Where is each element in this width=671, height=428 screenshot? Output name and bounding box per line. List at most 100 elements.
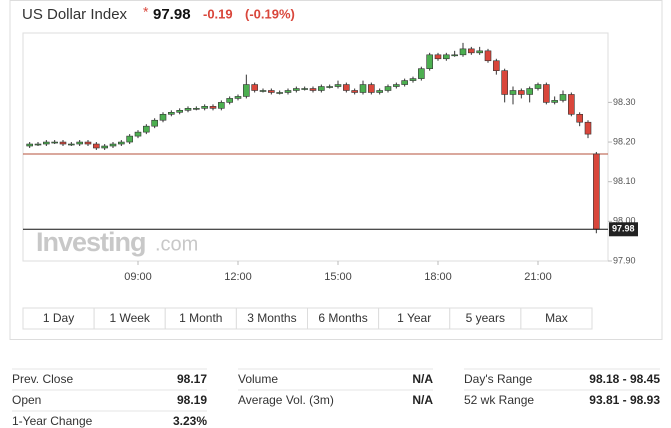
candle-body (326, 86, 333, 88)
candle-body (593, 153, 600, 230)
candle-body (518, 90, 525, 95)
candle-body (93, 143, 100, 149)
candle-body (26, 143, 33, 147)
y-tick-label: 97.90 (613, 255, 636, 265)
candle-body (209, 106, 217, 109)
range-button[interactable] (520, 307, 593, 330)
candle-body (84, 141, 92, 145)
x-tick-label: 15:00 (324, 271, 352, 283)
stat-label: Open (12, 393, 41, 407)
change: -0.19 (203, 6, 233, 21)
range-button-label[interactable]: 3 Months (247, 311, 296, 325)
candle-body (76, 141, 83, 145)
candle-body (268, 90, 275, 93)
candle-body (451, 54, 458, 57)
candle-body (476, 50, 483, 54)
candle-body (501, 70, 508, 95)
candle-body (584, 121, 592, 135)
range-button-label[interactable]: 1 Week (109, 311, 150, 325)
range-button-label[interactable]: Max (545, 311, 568, 325)
candle-body (101, 145, 108, 149)
candle-body (284, 90, 292, 93)
candle-body (243, 84, 250, 97)
candle-body (376, 90, 383, 93)
candle-body (134, 131, 142, 137)
candle-body (43, 141, 50, 145)
watermark-brand: Investing (36, 227, 146, 257)
candle-body (384, 86, 392, 91)
candle-body (193, 108, 200, 110)
candle-body (343, 84, 350, 91)
candle-body (168, 112, 175, 115)
candle-body (551, 100, 558, 103)
candle-body (159, 113, 167, 121)
candle-body (576, 113, 583, 123)
candle-body (509, 90, 517, 95)
candle-body (559, 94, 567, 101)
candle-body (468, 48, 475, 54)
candle-body (368, 84, 375, 93)
candle-body (234, 96, 242, 99)
candle-body (68, 143, 75, 146)
candle-body (126, 135, 133, 143)
y-tick-label: 98.10 (613, 176, 636, 186)
range-button-label[interactable]: 5 years (466, 311, 505, 325)
candle-body (351, 90, 358, 93)
y-tick-label: 98.00 (613, 216, 636, 226)
instrument-name: US Dollar Index (22, 6, 128, 23)
range-button-label[interactable]: 1 Day (43, 311, 74, 325)
candle-body (418, 68, 425, 79)
x-tick-label: 18:00 (424, 271, 452, 283)
stat-label: 1-Year Change (12, 414, 93, 428)
candle-body (443, 54, 450, 60)
candle-body (526, 88, 533, 95)
stat-label: Volume (238, 372, 278, 386)
x-tick-label: 12:00 (224, 271, 252, 283)
stat-label: Day's Range (464, 372, 533, 386)
stat-value: 98.18 - 98.45 (589, 372, 660, 386)
candle-body (543, 84, 550, 103)
y-tick-label: 98.30 (613, 97, 636, 107)
candle-body (568, 94, 575, 115)
x-tick-label: 21:00 (524, 271, 552, 283)
candle-body (534, 84, 542, 89)
candle-body (184, 108, 192, 111)
candle-body (459, 48, 467, 56)
candle-body (226, 98, 233, 103)
stat-value: N/A (412, 393, 433, 407)
range-button-label[interactable]: 1 Month (179, 311, 222, 325)
candle-body (34, 143, 42, 146)
stat-value: 93.81 - 98.93 (589, 393, 660, 407)
candle-body (151, 119, 158, 127)
stat-label: Average Vol. (3m) (238, 393, 334, 407)
candle-body (434, 54, 442, 60)
stat-value: 98.19 (177, 393, 207, 407)
candle-body (393, 84, 400, 87)
candle-body (51, 141, 58, 144)
candle-body (359, 84, 367, 93)
candle-body (259, 90, 267, 92)
candle-body (118, 141, 125, 145)
watermark-suffix: .com (155, 233, 198, 255)
candle-body (409, 78, 417, 81)
candle-body (401, 80, 408, 85)
last-price-label: 97.98 (612, 224, 635, 234)
range-button-label[interactable]: 6 Months (318, 311, 367, 325)
candle-body (201, 106, 208, 109)
candle-body (301, 88, 308, 90)
candle-body (493, 60, 500, 71)
plot-frame (22, 32, 609, 262)
candle-body (293, 88, 300, 91)
stat-value: N/A (412, 372, 433, 386)
change-pct: (-0.19%) (245, 6, 295, 21)
candle-body (484, 50, 492, 62)
candle-body (109, 143, 117, 147)
candle-body (143, 125, 150, 133)
y-tick-label: 98.20 (613, 136, 636, 146)
range-button-label[interactable]: 1 Year (397, 311, 431, 325)
candle-body (59, 141, 67, 145)
candle-body (218, 102, 225, 109)
candle-body (276, 92, 283, 94)
price: 97.98 (153, 6, 191, 23)
